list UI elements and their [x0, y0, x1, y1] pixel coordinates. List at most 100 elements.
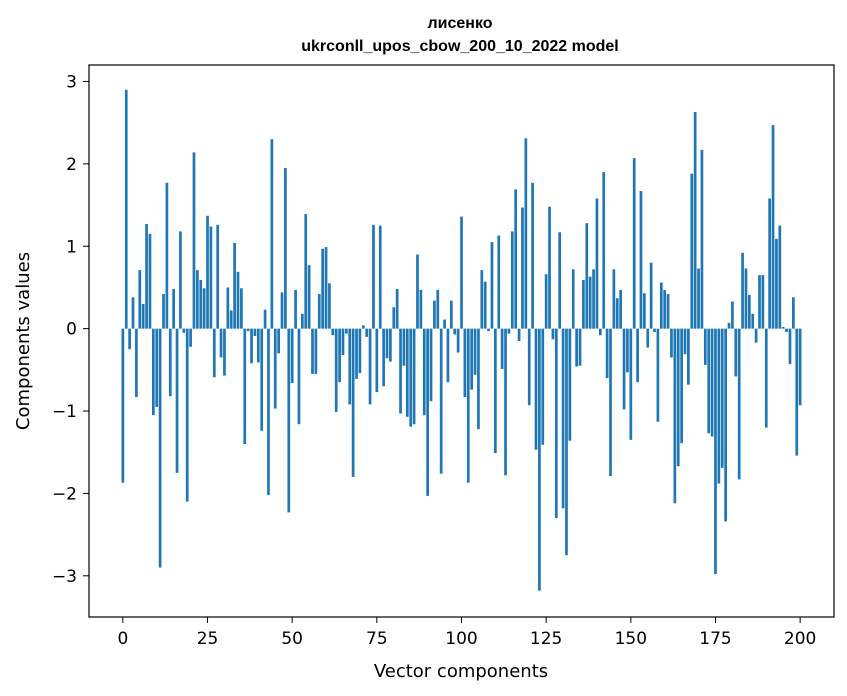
- bar-34: [236, 271, 240, 329]
- x-tick-label: 75: [366, 629, 388, 649]
- bar-70: [358, 328, 362, 374]
- bar-74: [372, 224, 375, 329]
- bar-67: [348, 328, 352, 405]
- bar-199: [795, 328, 799, 456]
- bar-66: [345, 328, 348, 334]
- bar-174: [710, 328, 714, 437]
- bar-185: [747, 294, 751, 329]
- bar-104: [473, 328, 477, 375]
- bar-48: [284, 167, 287, 329]
- y-tick-label: 1: [66, 237, 77, 257]
- bar-131: [565, 328, 568, 556]
- bar-60: [324, 247, 328, 329]
- bar-141: [598, 328, 602, 336]
- bar-158: [656, 328, 660, 422]
- y-tick-label: 2: [66, 155, 77, 175]
- bar-180: [731, 301, 734, 329]
- bar-147: [619, 289, 623, 329]
- bar-187: [754, 328, 758, 343]
- bar-64: [338, 328, 341, 383]
- bar-117: [517, 328, 521, 341]
- bar-21: [192, 152, 196, 329]
- bar-71: [361, 325, 365, 329]
- bar-75: [375, 328, 379, 393]
- bar-40: [256, 328, 260, 363]
- bar-49: [287, 328, 291, 513]
- bar-173: [707, 328, 711, 434]
- bar-7: [145, 224, 148, 329]
- bar-47: [280, 292, 284, 329]
- bar-56: [311, 328, 314, 374]
- bar-5: [138, 270, 142, 329]
- bar-32: [229, 310, 233, 329]
- bar-96: [446, 328, 450, 383]
- bars-group: [121, 89, 802, 591]
- bar-29: [219, 328, 223, 358]
- bar-77: [382, 328, 385, 387]
- bar-110: [494, 328, 497, 454]
- bar-72: [365, 328, 369, 337]
- bar-125: [544, 274, 548, 329]
- bar-152: [636, 328, 639, 383]
- bar-176: [717, 328, 721, 484]
- bar-33: [233, 242, 236, 329]
- bar-139: [592, 269, 595, 329]
- bar-0: [121, 328, 125, 483]
- y-tick-label: 0: [66, 320, 77, 340]
- bar-25: [206, 215, 209, 329]
- x-tick-label: 50: [281, 629, 303, 649]
- x-tick-label: 150: [615, 629, 647, 649]
- bar-50: [290, 328, 294, 384]
- chart-title-line-2: ukrconll_upos_cbow_200_10_2022 model: [301, 38, 618, 55]
- x-axis-label: Vector components: [374, 661, 548, 682]
- x-tick-label: 200: [784, 629, 816, 649]
- x-tick-label: 100: [445, 629, 477, 649]
- bar-116: [514, 189, 518, 329]
- bar-177: [720, 328, 724, 468]
- bar-192: [771, 125, 775, 329]
- bar-136: [582, 280, 585, 329]
- bar-101: [463, 328, 467, 398]
- bar-53: [300, 313, 304, 329]
- bar-178: [724, 328, 727, 522]
- bar-59: [321, 248, 325, 329]
- y-tick-label: −1: [52, 402, 77, 422]
- bar-45: [273, 328, 277, 409]
- bar-55: [307, 265, 311, 329]
- bar-90: [426, 328, 429, 496]
- bar-84: [405, 328, 409, 417]
- bar-10: [155, 328, 159, 407]
- bar-52: [297, 328, 301, 425]
- bar-61: [328, 283, 331, 329]
- bar-102: [466, 328, 470, 483]
- plot-frame: [88, 64, 835, 618]
- x-tick-label: 175: [699, 629, 731, 649]
- bar-113: [504, 328, 507, 476]
- bar-183: [741, 252, 744, 329]
- bar-69: [355, 328, 358, 379]
- bar-31: [226, 287, 230, 329]
- bar-132: [568, 328, 572, 441]
- bar-68: [351, 328, 355, 477]
- bar-120: [527, 328, 531, 406]
- bar-144: [609, 328, 612, 477]
- bar-100: [460, 216, 463, 329]
- bar-107: [483, 281, 487, 329]
- bar-175: [714, 328, 717, 575]
- bar-111: [497, 235, 501, 329]
- bar-108: [487, 328, 490, 332]
- bar-88: [419, 289, 423, 329]
- bar-124: [541, 328, 545, 445]
- bar-89: [422, 328, 426, 416]
- y-axis-ticks: −3 −2 −1 0 1 2 3: [52, 72, 89, 587]
- bar-106: [480, 270, 484, 329]
- bar-39: [253, 328, 257, 337]
- bar-82: [399, 328, 402, 414]
- bar-83: [402, 328, 406, 366]
- bar-2: [128, 328, 131, 350]
- bar-28: [216, 224, 220, 329]
- x-axis-ticks: 0 25 50 75 100 125 150 175 200: [117, 617, 816, 649]
- bar-194: [778, 225, 782, 329]
- bar-121: [531, 182, 534, 329]
